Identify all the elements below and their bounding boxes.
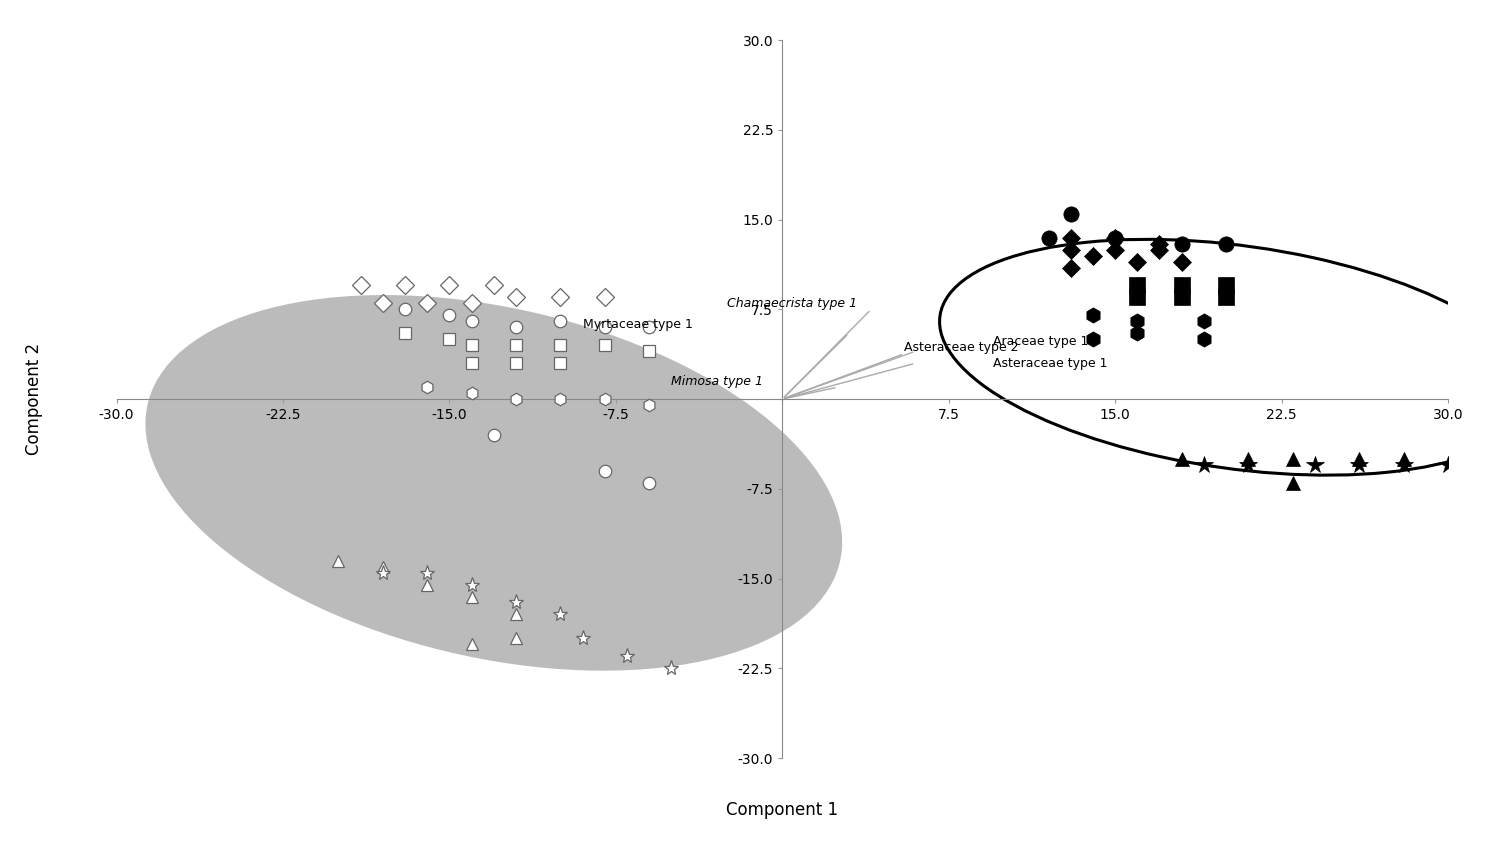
Y-axis label: Component 2: Component 2 [25, 343, 43, 456]
Text: Mimosa type 1: Mimosa type 1 [671, 375, 764, 388]
Ellipse shape [145, 295, 842, 671]
Text: Myrtaceae type 1: Myrtaceae type 1 [583, 319, 692, 332]
Text: Asteraceae type 1: Asteraceae type 1 [993, 357, 1107, 370]
Text: Chamaecrista type 1: Chamaecrista type 1 [727, 297, 857, 310]
X-axis label: Component 1: Component 1 [727, 801, 839, 819]
Text: Asteraceae type 2: Asteraceae type 2 [905, 341, 1019, 354]
Text: Araceae type 1: Araceae type 1 [993, 335, 1089, 348]
